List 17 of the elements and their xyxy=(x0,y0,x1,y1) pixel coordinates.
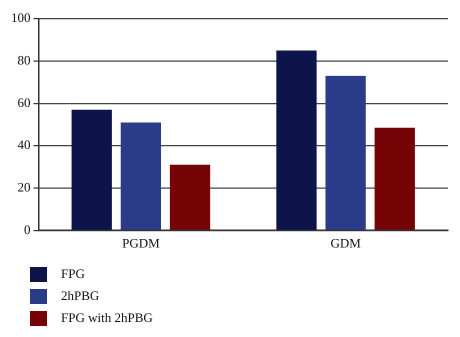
bar xyxy=(325,76,366,230)
y-tick-label: 0 xyxy=(24,222,30,237)
y-tick-label: 40 xyxy=(18,137,30,152)
bar xyxy=(72,110,112,230)
legend-label: 2hPBG xyxy=(61,288,100,304)
x-tick-label: PGDM xyxy=(122,236,160,251)
legend-label: FPG with 2hPBG xyxy=(61,310,153,326)
bar xyxy=(170,164,210,230)
y-tick-label: 60 xyxy=(18,94,30,110)
y-tick-label: 80 xyxy=(18,52,30,68)
legend-label: FPG xyxy=(61,266,85,282)
bar xyxy=(374,128,415,230)
bar xyxy=(120,122,162,230)
x-tick-label: GDM xyxy=(330,236,362,251)
y-tick-label: 100 xyxy=(11,10,30,26)
y-tick-label: 20 xyxy=(18,180,30,194)
bar xyxy=(276,50,317,230)
